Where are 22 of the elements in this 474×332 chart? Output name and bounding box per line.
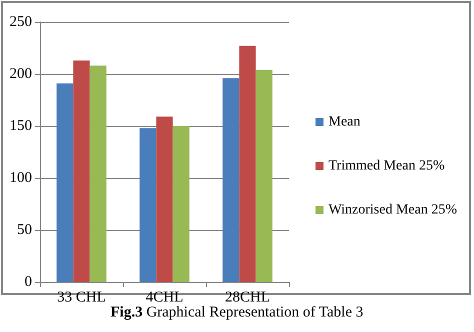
- y-tick-label: 50: [17, 222, 32, 238]
- bar: [239, 46, 256, 282]
- bar: [172, 126, 190, 282]
- bar: [156, 116, 173, 282]
- bar: [256, 70, 272, 282]
- bar: [56, 83, 74, 282]
- y-tick-label: 200: [10, 66, 32, 82]
- bar: [73, 60, 90, 282]
- legend-label: Mean: [328, 114, 360, 130]
- y-tick-label: 0: [24, 274, 32, 290]
- legend-label: Winzorised Mean 25%: [328, 202, 458, 218]
- legend-label: Trimmed Mean 25%: [328, 158, 445, 174]
- bar: [140, 128, 156, 282]
- bar: [90, 66, 106, 282]
- x-tick-label: 33 CHL: [57, 290, 106, 306]
- x-tick-label: 4CHL: [146, 290, 184, 306]
- y-tick-label: 150: [10, 118, 32, 134]
- y-tick-label: 250: [10, 14, 32, 30]
- bar: [222, 78, 240, 282]
- y-tick-label: 100: [10, 170, 32, 186]
- x-tick-label: 28CHL: [225, 290, 270, 306]
- caption: Fig.3 Graphical Representation of Table 3: [110, 304, 364, 320]
